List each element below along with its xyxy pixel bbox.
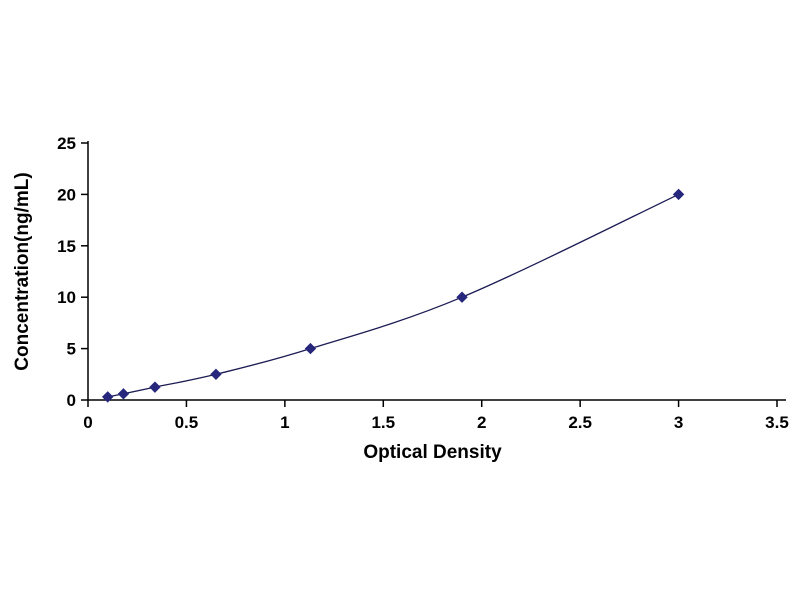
data-point-marker xyxy=(149,381,161,393)
data-point-marker xyxy=(210,368,222,381)
x-axis-title: Optical Density xyxy=(363,442,502,463)
y-tick-label: 0 xyxy=(67,391,76,410)
x-tick-label: 1.5 xyxy=(371,413,395,432)
x-tick-label: 3.5 xyxy=(765,413,789,432)
y-tick-label: 20 xyxy=(57,185,76,204)
x-tick-label: 2.5 xyxy=(568,413,592,432)
data-point-marker xyxy=(304,342,317,355)
y-tick-label: 15 xyxy=(57,237,76,256)
x-tick-label: 1 xyxy=(280,413,289,432)
x-tick-label: 0 xyxy=(83,413,92,432)
y-tick-label: 10 xyxy=(57,288,76,307)
x-tick-label: 0.5 xyxy=(175,413,199,432)
y-axis-title: Concentration(ng/mL) xyxy=(12,172,33,370)
data-point-marker xyxy=(672,188,685,201)
data-point-marker xyxy=(117,388,130,400)
series-line xyxy=(107,193,679,398)
data-point-marker xyxy=(456,291,468,303)
data-point-marker xyxy=(101,391,114,403)
x-tick-label: 3 xyxy=(674,413,683,432)
x-tick-label: 2 xyxy=(477,413,486,432)
y-tick-label: 25 xyxy=(57,134,76,153)
y-tick-label: 5 xyxy=(67,340,76,359)
